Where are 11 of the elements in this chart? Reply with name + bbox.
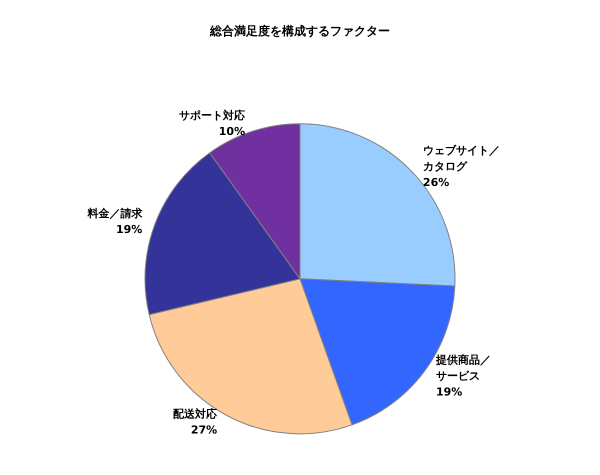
slice-label: ウェブサイト／カタログ xyxy=(422,144,500,173)
data-label: 26% xyxy=(422,176,450,189)
data-label: 19% xyxy=(436,385,462,398)
slice-label: 配送対応 xyxy=(173,408,218,421)
data-label: 27% xyxy=(190,424,218,437)
data-label: 10% xyxy=(218,125,246,138)
slice-label: サポート対応 xyxy=(179,109,246,122)
chart-title: 総合満足度を構成するファクター xyxy=(209,24,390,38)
slice-label: 提供商品／サービス xyxy=(434,353,491,382)
slice-label: 料金／請求 xyxy=(86,207,144,220)
data-label: 19% xyxy=(116,223,142,236)
